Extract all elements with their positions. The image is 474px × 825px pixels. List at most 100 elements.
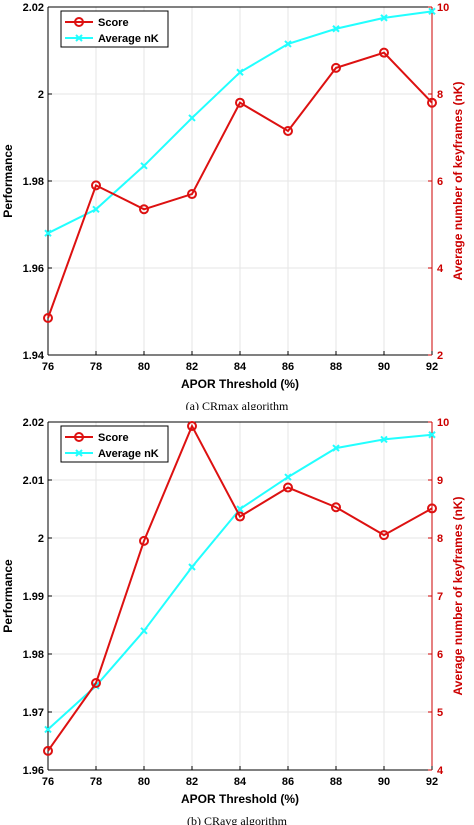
legend-box [60,425,169,463]
y2-tick-label: 4 [437,263,444,275]
y2-tick-label: 4 [437,765,444,777]
y2-tick-label: 8 [437,533,443,545]
grid [47,6,433,356]
score-point [331,62,341,73]
average-nk-point [380,435,388,444]
score-point [139,204,149,215]
legend-nk-marker [75,449,83,457]
average-nk-point [140,627,148,635]
score-point [235,511,245,522]
x-tick-label: 86 [282,361,294,373]
x-tick-label: 82 [186,361,198,373]
score-point [379,47,389,58]
x-tick-label: 80 [138,361,150,373]
score-point [283,482,293,493]
score-point [91,678,101,688]
legend-score-marker [74,17,84,27]
y-tick-label: 1.98 [23,176,44,188]
x-tick-label: 80 [138,776,150,788]
y2-tick-label: 6 [437,176,443,188]
y2-tick-label: 6 [437,649,443,661]
y-tick-label: 2 [38,89,44,101]
score-series [43,421,437,756]
average-nk-point [428,7,436,16]
legend: Score Average nK [60,10,169,48]
y-tick-label: 1.98 [23,649,44,661]
y-tick-label: 2.02 [23,2,44,14]
average-nk-point [188,114,196,122]
score-point [187,189,197,200]
legend-score-marker [74,432,84,442]
average-nk-point [92,682,100,690]
score-point [43,745,53,756]
average-nk-series [44,7,436,237]
legend-nk-label: Average nK [98,33,159,45]
y-tick-label: 1.96 [23,263,44,275]
average-nk-series [44,431,436,734]
grid [47,421,433,771]
x-tick-label: 84 [234,776,247,788]
x-tick-label: 88 [330,776,342,788]
x-tick-label: 92 [426,361,438,373]
score-line [47,51,433,319]
y2-tick-label: 10 [437,2,449,14]
y2-tick-label: 10 [437,417,449,429]
y2-tick-label: 8 [437,89,443,101]
legend-nk-label: Average nK [98,448,159,460]
average-nk-point [92,205,100,213]
average-nk-point [188,563,196,571]
x-tick-label: 86 [282,776,294,788]
legend-score-label: Score [98,432,129,444]
y2-axis-title: Average number of keyframes (nK) [451,497,465,696]
x-axis-title: APOR Threshold (%) [181,792,299,806]
x-tick-label: 78 [90,361,102,373]
score-point [427,503,437,514]
y-axis-title: Performance [1,144,15,218]
score-point [91,180,101,191]
y-tick-label: 1.97 [23,707,44,719]
score-point [139,535,149,546]
x-tick-label: 90 [378,776,390,788]
score-point [43,313,53,324]
y-tick-label: 1.96 [23,765,44,777]
chart-caption: (b) CRavg algorithm [187,814,288,825]
legend-box [60,10,169,48]
score-series [43,47,437,324]
score-point [187,421,197,432]
y2-axis-title: Average number of keyframes (nK) [451,82,465,281]
x-tick-label: 78 [90,776,102,788]
y-tick-label: 1.94 [23,350,45,362]
y-axis-title: Performance [1,559,15,633]
y2-tick-label: 2 [437,350,443,362]
score-point [283,125,293,136]
average-nk-point [332,444,340,452]
score-point [331,502,341,513]
average-nk-point [380,14,388,22]
legend-score-label: Score [98,17,129,29]
y-tick-label: 2.01 [23,475,44,487]
chart-cravg: 76 78 80 82 84 86 88 90 921.961.971.981.9922.012… [1,417,465,825]
average-nk-point [140,162,148,170]
chart-caption: (a) CRmax algorithm [186,399,289,410]
score-point [379,530,389,541]
x-tick-label: 84 [234,361,247,373]
average-nk-point [332,25,340,33]
x-tick-label: 92 [426,776,438,788]
y2-tick-label: 7 [437,591,443,603]
chart-crmax: 76 78 80 82 84 86 88 90 92 1.94 1.96 1.98 2 2.02 2 4 6 8 1… [1,2,465,410]
average-nk-point [428,431,436,439]
y-tick-label: 2 [38,533,44,545]
legend-nk-marker [75,34,83,42]
x-axis-title: APOR Threshold (%) [181,377,299,391]
score-point [427,97,437,108]
average-nk-point [236,68,244,76]
average-nk-point [284,473,292,481]
y-tick-label: 2.02 [23,417,44,429]
score-line [47,423,433,752]
x-tick-label: 76 [42,361,54,373]
average-nk-point [44,725,52,734]
y2-tick-label: 9 [437,475,443,487]
x-tick-label: 76 [42,776,54,788]
x-tick-label: 88 [330,361,342,373]
legend: Score Average nK [60,425,169,463]
